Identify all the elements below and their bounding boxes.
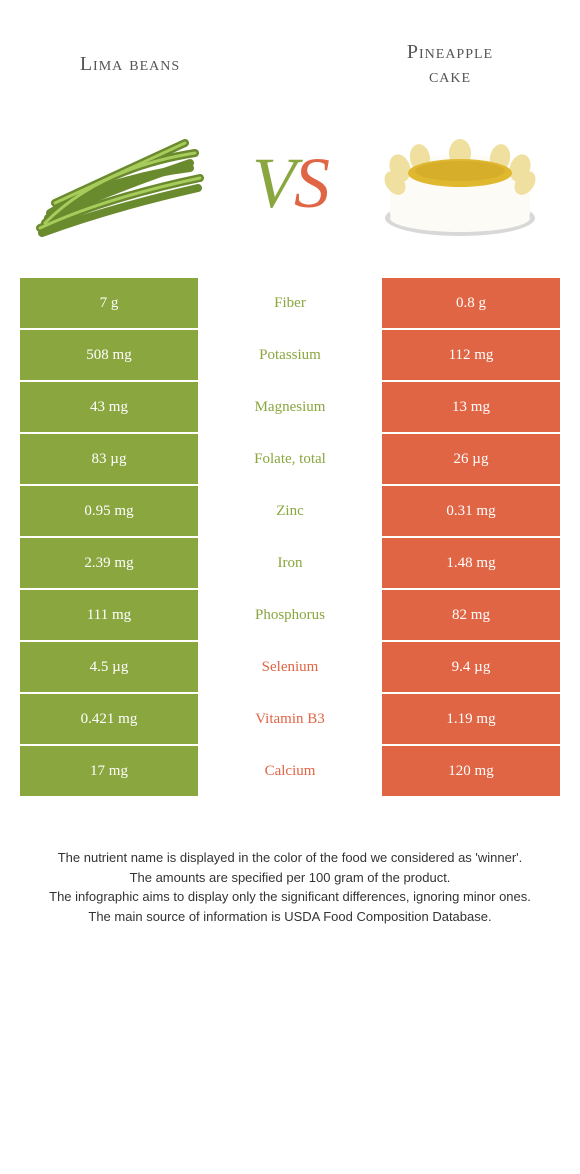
right-value: 0.8 g: [380, 278, 560, 328]
nutrient-label: Folate, total: [200, 434, 380, 484]
vs-v: V: [252, 143, 294, 223]
left-value: 2.39 mg: [20, 538, 200, 588]
right-value: 112 mg: [380, 330, 560, 380]
right-value: 82 mg: [380, 590, 560, 640]
right-value: 9.4 µg: [380, 642, 560, 692]
nutrient-label: Potassium: [200, 330, 380, 380]
title-pineapple-cake: Pineapple cake: [350, 40, 550, 88]
table-row: 0.95 mgZinc0.31 mg: [20, 486, 560, 538]
right-value: 120 mg: [380, 746, 560, 796]
left-value: 111 mg: [20, 590, 200, 640]
pineapple-cake-image: [370, 118, 550, 248]
footer-line4: The main source of information is USDA F…: [30, 907, 550, 927]
nutrient-label: Vitamin B3: [200, 694, 380, 744]
nutrient-label: Zinc: [200, 486, 380, 536]
table-row: 83 µgFolate, total26 µg: [20, 434, 560, 486]
vs-label: VS: [252, 142, 328, 225]
left-value: 0.421 mg: [20, 694, 200, 744]
right-value: 26 µg: [380, 434, 560, 484]
left-value: 7 g: [20, 278, 200, 328]
left-value: 83 µg: [20, 434, 200, 484]
title-right-line2: cake: [350, 64, 550, 88]
left-value: 4.5 µg: [20, 642, 200, 692]
footer-notes: The nutrient name is displayed in the co…: [30, 848, 550, 926]
right-value: 0.31 mg: [380, 486, 560, 536]
title-lima-beans: Lima beans: [30, 53, 230, 76]
left-value: 0.95 mg: [20, 486, 200, 536]
table-row: 17 mgCalcium120 mg: [20, 746, 560, 798]
left-value: 17 mg: [20, 746, 200, 796]
table-row: 508 mgPotassium112 mg: [20, 330, 560, 382]
nutrient-label: Phosphorus: [200, 590, 380, 640]
table-row: 7 gFiber0.8 g: [20, 278, 560, 330]
nutrient-label: Selenium: [200, 642, 380, 692]
nutrient-label: Fiber: [200, 278, 380, 328]
right-value: 13 mg: [380, 382, 560, 432]
lima-beans-image: [30, 118, 210, 248]
footer-line1: The nutrient name is displayed in the co…: [30, 848, 550, 868]
images-row: VS: [0, 98, 580, 278]
nutrient-table: 7 gFiber0.8 g508 mgPotassium112 mg43 mgM…: [20, 278, 560, 798]
table-row: 2.39 mgIron1.48 mg: [20, 538, 560, 590]
table-row: 0.421 mgVitamin B31.19 mg: [20, 694, 560, 746]
vs-s: S: [294, 143, 328, 223]
header: Lima beans Pineapple cake: [0, 0, 580, 98]
table-row: 111 mgPhosphorus82 mg: [20, 590, 560, 642]
nutrient-label: Iron: [200, 538, 380, 588]
table-row: 4.5 µgSelenium9.4 µg: [20, 642, 560, 694]
table-row: 43 mgMagnesium13 mg: [20, 382, 560, 434]
title-right-line1: Pineapple: [350, 40, 550, 64]
left-value: 508 mg: [20, 330, 200, 380]
nutrient-label: Magnesium: [200, 382, 380, 432]
left-value: 43 mg: [20, 382, 200, 432]
nutrient-label: Calcium: [200, 746, 380, 796]
footer-line3: The infographic aims to display only the…: [30, 887, 550, 907]
footer-line2: The amounts are specified per 100 gram o…: [30, 868, 550, 888]
right-value: 1.48 mg: [380, 538, 560, 588]
right-value: 1.19 mg: [380, 694, 560, 744]
